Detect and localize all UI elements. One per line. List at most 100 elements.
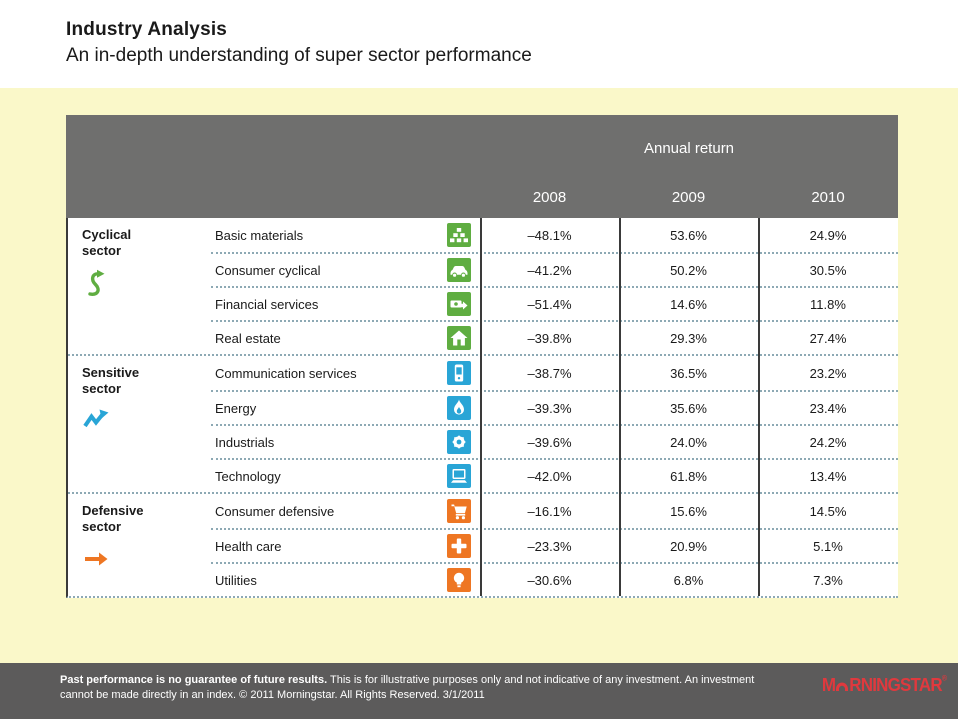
page-subtitle: An in-depth understanding of super secto… xyxy=(66,45,532,66)
industrials-gear-icon xyxy=(447,430,471,454)
value-2009: 36.5% xyxy=(670,365,707,381)
value-2010: 14.5% xyxy=(809,503,847,519)
table-row: Utilities –30.6% 6.8% 7.3% xyxy=(211,562,898,596)
table-row: Energy –39.3% 35.6% 23.4% xyxy=(211,390,898,424)
value-2009: 35.6% xyxy=(670,400,707,416)
industry-name: Communication services xyxy=(215,365,357,381)
value-2009: 6.8% xyxy=(673,572,704,588)
column-header-2010: 2010 xyxy=(811,189,845,206)
basic-materials-icon xyxy=(447,223,471,247)
value-2009: 15.6% xyxy=(670,503,707,519)
value-2009: 29.3% xyxy=(670,330,707,346)
sector-cell-defensive: Defensive sector xyxy=(68,494,211,596)
value-2010: 24.2% xyxy=(809,434,847,450)
industry-name: Consumer cyclical xyxy=(215,262,321,278)
year-column-headers: 2008 2009 2010 xyxy=(480,189,898,206)
logo-text-suffix: RNINGSTAR xyxy=(849,675,942,696)
value-2008: –41.2% xyxy=(527,262,572,278)
industry-name: Consumer defensive xyxy=(215,503,335,519)
value-2009: 24.0% xyxy=(670,434,707,450)
industry-name: Real estate xyxy=(215,330,281,346)
disclaimer-text: Past performance is no guarantee of futu… xyxy=(60,673,782,703)
table-row: Consumer cyclical –41.2% 50.2% 30.5% xyxy=(211,252,898,286)
industry-name: Health care xyxy=(215,538,282,554)
value-2008: –38.7% xyxy=(527,365,572,381)
value-2010: 23.2% xyxy=(809,365,847,381)
sector-label: Cyclical sector xyxy=(82,227,132,258)
sector-group-sensitive: Sensitive sector Communication services xyxy=(68,354,898,492)
value-2008: –51.4% xyxy=(527,296,572,312)
sector-label: Defensive sector xyxy=(82,503,144,534)
table-row: Technology –42.0% 61.8% 13.4% xyxy=(211,458,898,492)
value-2009: 50.2% xyxy=(670,262,707,278)
sector-performance-table: Annual return 2008 2009 2010 Cyclical se… xyxy=(66,115,898,598)
logo-arc-o-icon xyxy=(836,682,849,692)
disclaimer-rest: This is for illustrative purposes only a… xyxy=(60,674,755,701)
consumer-cyclical-car-icon xyxy=(447,258,471,282)
value-2008: –16.1% xyxy=(527,503,572,519)
sector-group-defensive: Defensive sector Consumer defensive xyxy=(68,492,898,596)
real-estate-house-icon xyxy=(447,326,471,350)
slide-body: Annual return 2008 2009 2010 Cyclical se… xyxy=(0,88,958,663)
industry-name: Technology xyxy=(215,468,281,484)
page-title: Industry Analysis xyxy=(66,19,228,40)
table-row: Financial services –51.4% 14.6% 11.8% xyxy=(211,286,898,320)
sector-rows-sensitive: Communication services –38.7% 36.5% 23.2… xyxy=(211,356,898,492)
sector-label: Sensitive sector xyxy=(82,365,140,396)
table-row: Real estate –39.8% 29.3% 27.4% xyxy=(211,320,898,354)
energy-flame-icon xyxy=(447,396,471,420)
slide-footer: Past performance is no guarantee of futu… xyxy=(0,663,958,719)
sector-cell-cyclical: Cyclical sector xyxy=(68,218,211,354)
industry-name: Industrials xyxy=(215,434,275,450)
industry-name: Financial services xyxy=(215,296,319,312)
utilities-lightbulb-icon xyxy=(447,568,471,592)
sector-cell-sensitive: Sensitive sector xyxy=(68,356,211,492)
value-2010: 13.4% xyxy=(809,468,847,484)
table-row: Basic materials –48.1% 53.6% 24.9% xyxy=(211,218,898,252)
value-2010: 24.9% xyxy=(809,227,847,243)
table-row: Health care –23.3% 20.9% 5.1% xyxy=(211,528,898,562)
value-2010: 11.8% xyxy=(810,296,846,312)
industry-name: Utilities xyxy=(215,572,257,588)
table-row: Industrials –39.6% 24.0% 24.2% xyxy=(211,424,898,458)
table-row: Consumer defensive –16.1% 15.6% 14.5% xyxy=(211,494,898,528)
column-divider xyxy=(619,218,621,596)
slide-header: Industry Analysis An in-depth understand… xyxy=(0,0,958,88)
value-2008: –42.0% xyxy=(527,468,572,484)
sector-rows-defensive: Consumer defensive –16.1% 15.6% 14.5% He… xyxy=(211,494,898,596)
table-row: Communication services –38.7% 36.5% 23.2… xyxy=(211,356,898,390)
communication-services-phone-icon xyxy=(447,361,471,385)
disclaimer-bold: Past performance is no guarantee of futu… xyxy=(60,674,328,686)
value-2010: 23.4% xyxy=(809,400,847,416)
sensitive-zigzag-arrow-icon xyxy=(82,406,211,441)
table-header: Annual return 2008 2009 2010 xyxy=(66,115,898,218)
value-2008: –39.8% xyxy=(527,330,572,346)
cyclical-s-curve-arrow-icon xyxy=(82,268,211,303)
annual-return-header: Annual return xyxy=(643,140,735,157)
value-2009: 14.6% xyxy=(670,296,707,312)
industry-name: Energy xyxy=(215,400,257,416)
value-2010: 30.5% xyxy=(809,262,847,278)
defensive-right-arrow-icon xyxy=(82,544,211,579)
value-2008: –23.3% xyxy=(527,538,572,554)
industry-name: Basic materials xyxy=(215,227,304,243)
technology-computer-icon xyxy=(447,464,471,488)
logo-text-prefix: M xyxy=(821,675,836,696)
table-body: Cyclical sector Basic materials xyxy=(66,218,898,598)
column-header-2008: 2008 xyxy=(532,189,567,206)
health-care-cross-icon xyxy=(447,534,471,558)
sector-group-cyclical: Cyclical sector Basic materials xyxy=(68,218,898,354)
column-header-2009: 2009 xyxy=(671,189,706,206)
value-2009: 53.6% xyxy=(670,227,707,243)
sector-rows-cyclical: Basic materials –48.1% 53.6% 24.9% Consu… xyxy=(211,218,898,354)
value-2008: –30.6% xyxy=(527,572,572,588)
value-2010: 5.1% xyxy=(813,538,843,554)
registered-trademark-symbol: ® xyxy=(941,675,947,683)
value-2010: 7.3% xyxy=(813,572,843,588)
column-divider xyxy=(758,218,760,596)
morningstar-logo: M RNINGSTAR® xyxy=(822,675,947,697)
financial-services-money-icon xyxy=(447,292,471,316)
value-2008: –39.6% xyxy=(527,434,572,450)
consumer-defensive-cart-icon xyxy=(447,499,471,523)
